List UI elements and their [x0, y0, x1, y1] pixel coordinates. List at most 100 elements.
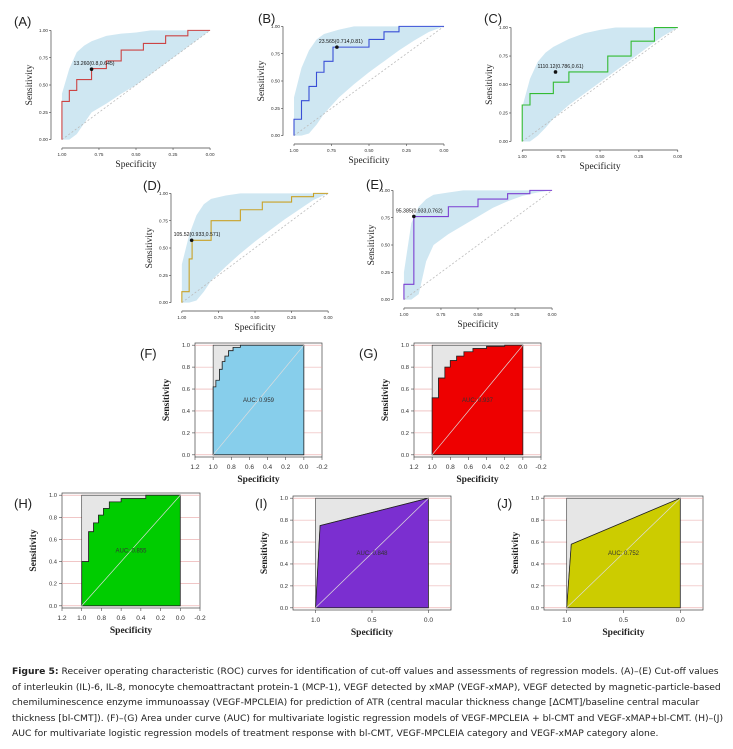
y-tick-label: 0.0	[401, 453, 409, 459]
x-tick-label: 0.75	[557, 154, 566, 159]
panel-label: (F)	[140, 346, 157, 361]
x-tick-label: 0.0	[676, 617, 685, 624]
roc-curve	[181, 192, 329, 303]
x-tick-label: 0.50	[251, 315, 260, 320]
chart-panel-1: (B) 23.565(0.714,0.81) 1.00 0.75 0.50 0.25 0.0…	[257, 11, 449, 166]
y-axis-title: Sensitivity	[162, 379, 172, 421]
x-tick-label: 0.75	[94, 152, 103, 157]
cutoff-point	[89, 67, 94, 71]
x-tick-label: 0.25	[402, 148, 411, 153]
x-tick-label: 0.50	[596, 154, 605, 159]
x-tick-label: 0.00	[324, 315, 333, 320]
x-tick-label: 1.00	[290, 148, 299, 153]
x-tick-label: 0.00	[548, 312, 557, 317]
roc-curve	[293, 25, 444, 136]
x-axis-title: Specificity	[456, 475, 498, 485]
y-tick-label: 0.25	[39, 110, 48, 115]
y-tick-label: 0.4	[531, 562, 540, 568]
cutoff-point	[335, 45, 339, 49]
cutoff-point	[412, 214, 416, 219]
x-axis-title: Specificity	[115, 159, 156, 170]
y-tick-label: 0.6	[401, 387, 409, 393]
chart-panel-0: (A) 13.260(0.8,0.645) 1.00 0.75 0.50 0.25 0.00…	[14, 14, 215, 170]
roc-curve	[403, 189, 553, 300]
y-axis-title: Sensitivity	[29, 529, 39, 571]
cutoff-label: 1110.12(0.786,0.61)	[538, 64, 584, 70]
y-tick-label: 0.0	[182, 453, 190, 459]
cutoff-label: 95.385(0.933,0.762)	[396, 208, 443, 214]
x-tick-label: 0.8	[446, 464, 455, 471]
y-tick-label: 0.8	[49, 515, 57, 521]
x-tick-label: -0.2	[194, 615, 206, 622]
y-tick-label: 0.8	[401, 365, 409, 371]
x-tick-label: 0.0	[299, 464, 308, 471]
chance-diagonal	[315, 497, 429, 609]
y-tick-label: 0.25	[381, 270, 390, 275]
x-tick-label: -0.2	[316, 464, 328, 471]
x-axis-title: Specificity	[348, 155, 389, 166]
y-tick-label: 1.0	[49, 493, 57, 499]
y-tick-label: 1.00	[159, 191, 168, 196]
y-tick-label: 0.6	[531, 540, 539, 546]
y-tick-label: 1.0	[401, 343, 409, 349]
y-tick-label: 0.0	[280, 606, 288, 612]
x-tick-label: 0.5	[619, 617, 628, 624]
ci-band	[522, 27, 678, 142]
y-tick-label: 1.0	[182, 343, 190, 349]
x-tick-label: 0.6	[464, 464, 473, 471]
x-tick-label: 0.75	[214, 315, 223, 320]
x-tick-label: 0.2	[156, 615, 165, 622]
y-axis-title: Sensitivity	[511, 532, 521, 574]
y-tick-label: 0.75	[271, 51, 280, 56]
x-tick-label: -0.2	[535, 464, 547, 471]
y-tick-label: 1.00	[271, 24, 280, 29]
x-tick-label: 0.6	[245, 464, 254, 471]
x-tick-label: 0.2	[281, 464, 290, 471]
auc-label: AUC: 0.959	[243, 398, 275, 404]
y-tick-label: 0.75	[499, 54, 508, 59]
y-tick-label: 0.8	[280, 518, 288, 524]
x-tick-label: 0.50	[365, 148, 374, 153]
caption-text: Receiver operating characteristic (ROC) …	[12, 666, 724, 740]
y-axis-title: Sensitivity	[381, 379, 391, 421]
x-tick-label: 0.8	[227, 464, 236, 471]
y-axis-title: Sensitivity	[25, 64, 35, 105]
y-tick-label: 0.50	[39, 83, 48, 88]
x-tick-label: 0.6	[117, 615, 126, 622]
x-tick-label: 0.00	[673, 154, 682, 159]
y-tick-label: 0.4	[182, 409, 191, 415]
ci-band	[294, 26, 444, 136]
y-tick-label: 0.6	[280, 540, 288, 546]
roc-curve	[61, 29, 211, 140]
chance-diagonal	[566, 497, 681, 609]
x-tick-label: 0.0	[176, 615, 185, 622]
cutoff-label: 13.260(0.8,0.645)	[74, 61, 115, 67]
cutoff-point	[189, 238, 194, 243]
y-tick-label: 0.25	[159, 273, 168, 278]
cutoff-point	[553, 70, 558, 74]
x-tick-label: 0.75	[327, 148, 336, 153]
auc-label: AUC: 0.937	[462, 398, 494, 404]
roc-figure: (A)13.260(0.8,0.645)1.00 0.75 0.50 0.25 0.00…	[14, 11, 704, 638]
panel-label: (J)	[497, 496, 512, 511]
auc-label: AUC: 0.848	[356, 551, 388, 557]
y-tick-label: 1.0	[280, 496, 288, 502]
y-tick-label: 0.00	[271, 133, 280, 138]
chance-diagonal	[403, 190, 553, 300]
chart-panel-5: (F) AUC: 0.959 1.2 1.0 0.8 0.6 0.4 0.2 0.0 -0.2 0.…	[140, 342, 328, 485]
x-tick-label: 1.2	[57, 615, 66, 622]
x-tick-label: 1.0	[428, 464, 437, 471]
x-tick-label: 0.00	[206, 152, 215, 157]
y-tick-label: 1.00	[499, 25, 508, 30]
y-tick-label: 0.2	[49, 582, 57, 588]
y-tick-label: 0.00	[381, 297, 390, 302]
y-axis-title: Sensitivity	[145, 227, 155, 268]
chance-diagonal	[181, 193, 329, 303]
x-tick-label: 1.0	[562, 617, 571, 624]
ci-band	[403, 190, 553, 300]
roc-curve	[521, 27, 678, 142]
auc-label: AUC: 0.752	[608, 551, 640, 557]
y-tick-label: 0.75	[381, 215, 390, 220]
chance-diagonal	[293, 26, 445, 136]
cutoff-label: 105.52(0.933,0.571)	[174, 232, 221, 238]
